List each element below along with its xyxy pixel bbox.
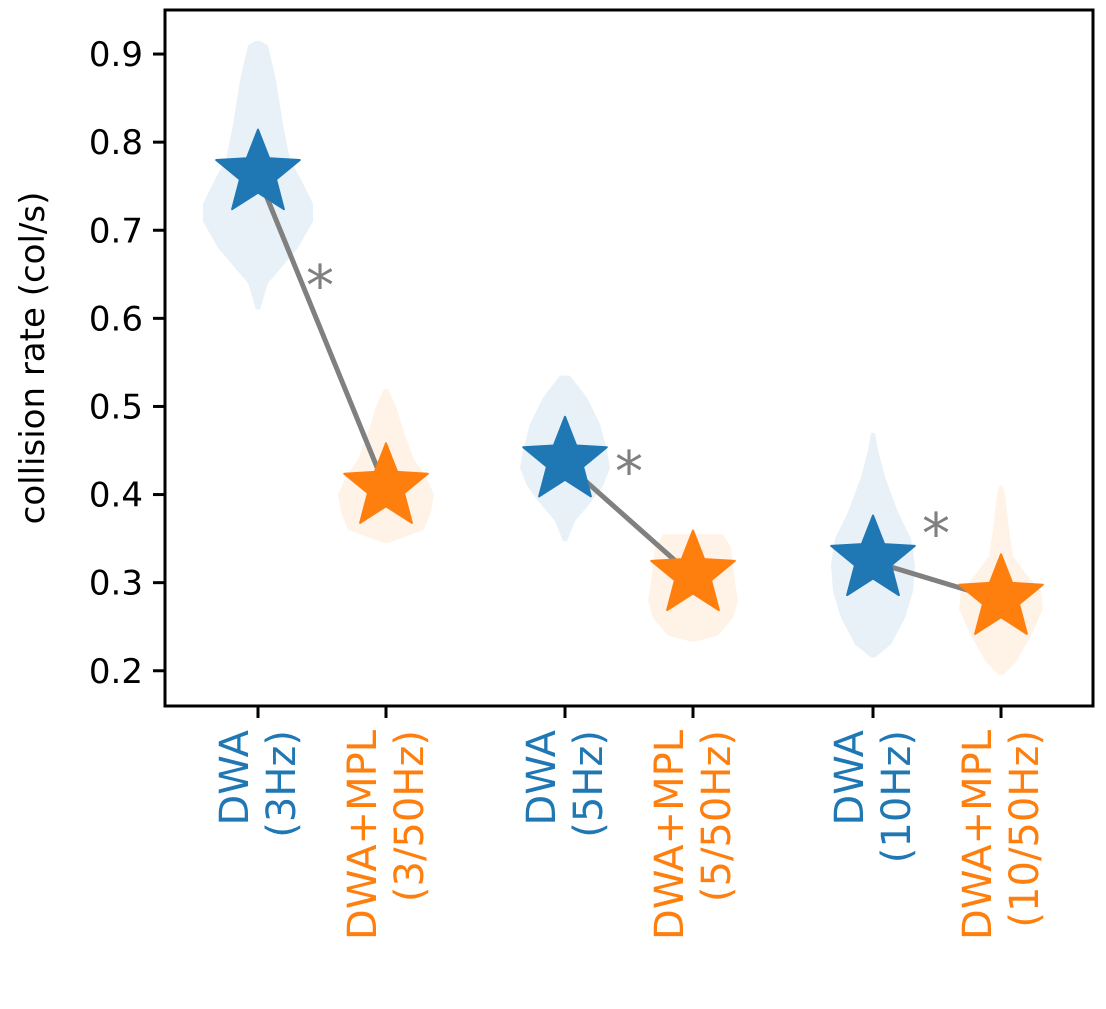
significance-mark: * [306,254,334,319]
significance-mark: * [615,440,643,505]
x-tick-label-line1: DWA+MPL [647,729,693,940]
x-tick-label-line1: DWA+MPL [340,729,386,940]
mean-markers-layer [215,128,1044,635]
y-tick-label: 0.5 [89,387,143,427]
x-tick-label: DWA+MPL(10/50Hz) [955,729,1048,940]
plot-frame [163,8,1095,708]
y-tick-label: 0.2 [89,652,143,692]
x-tick-label-line2: (3Hz) [259,730,305,838]
x-tick-label: DWA(5Hz) [519,729,612,837]
x-tick-label-line1: DWA [519,729,565,825]
x-axis: DWA(3Hz) DWA+MPL(3/50Hz) DWA(5Hz) DWA+MPL(5… [212,706,1048,940]
mean-star-dwa_mpl [343,442,429,524]
x-tick-label: DWA+MPL(3/50Hz) [340,729,433,940]
x-tick-label-line2: (10/50Hz) [1002,730,1048,928]
y-tick-label: 0.4 [89,476,143,516]
y-axis: 0.2 0.3 0.4 0.5 0.6 0.7 0.8 0.9 [89,35,165,692]
y-tick-label: 0.6 [89,299,143,339]
mean-star-dwa [215,128,301,211]
mean-star-dwa_mpl [958,553,1044,635]
x-tick-label-line1: DWA [212,729,258,825]
x-tick-label-line2: (10Hz) [874,730,920,863]
mean-star-dwa_mpl [650,529,736,612]
mean-star-dwa [830,514,916,597]
y-tick-label: 0.9 [89,35,143,75]
x-tick-label-line1: DWA [827,729,873,825]
pair-line [255,173,389,492]
x-tick-label-line1: DWA+MPL [955,729,1001,940]
x-tick-label-line2: (5/50Hz) [694,730,740,902]
x-tick-label: DWA(3Hz) [212,729,305,837]
significance-mark: * [922,502,950,567]
x-tick-label: DWA(10Hz) [827,729,920,863]
x-tick-label: DWA+MPL(5/50Hz) [647,729,740,940]
y-tick-label: 0.3 [89,564,143,604]
x-tick-label-line2: (5Hz) [566,730,612,838]
violins-layer [203,40,1043,676]
y-tick-label: 0.7 [89,211,143,251]
significance-layer: * * * [306,254,950,567]
x-tick-label-line2: (3/50Hz) [387,730,433,902]
y-tick-label: 0.8 [89,123,143,163]
y-axis-label: collision rate (col/s) [13,192,53,525]
mean-star-dwa [522,415,608,498]
